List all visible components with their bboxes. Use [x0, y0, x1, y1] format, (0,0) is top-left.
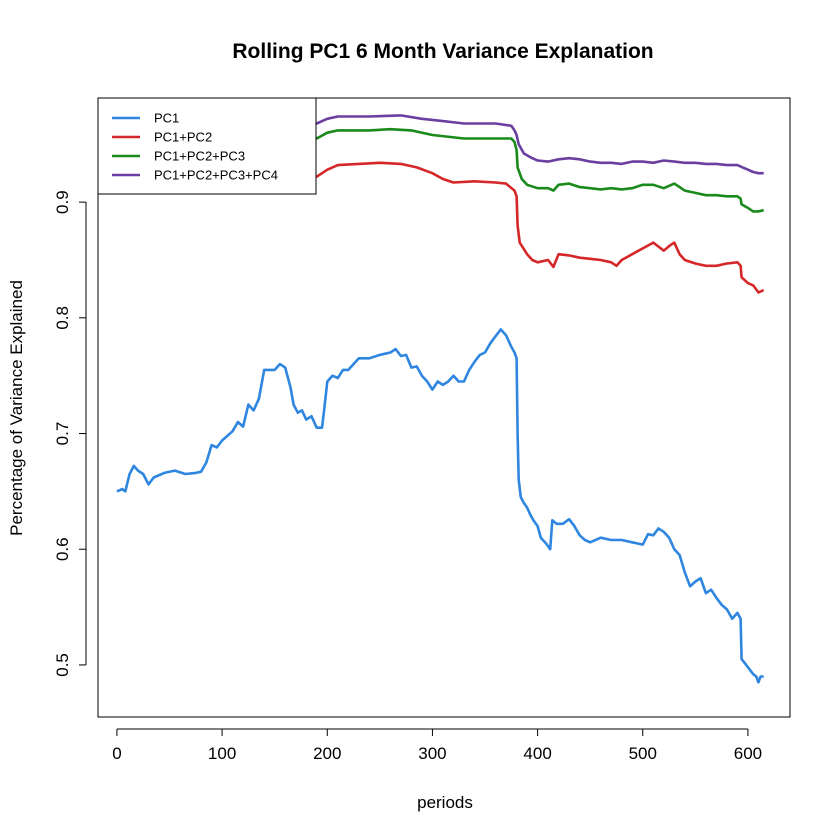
- x-tick-label: 300: [418, 744, 446, 763]
- chart-title: Rolling PC1 6 Month Variance Explanation: [232, 40, 653, 63]
- series-layer: [116, 114, 765, 684]
- y-axis-label: Percentage of Variance Explained: [7, 280, 26, 536]
- legend-box: [97, 97, 317, 195]
- plot-frame: [97, 97, 791, 718]
- x-tick-label: 200: [313, 744, 341, 763]
- series-line-2: [116, 125, 765, 294]
- legend-label: PC1: [154, 111, 179, 126]
- x-tick-label: 100: [208, 744, 236, 763]
- y-tick-label: 0.9: [53, 190, 72, 214]
- legend-label: PC1+PC2+PC3: [154, 149, 245, 164]
- y-tick-label: 0.5: [53, 653, 72, 677]
- y-tick-label: 0.7: [53, 422, 72, 446]
- legend-label: PC1+PC2: [154, 130, 212, 145]
- series-line-3: [116, 125, 764, 213]
- axes-layer: 0 100 200 300 400 500 600 0.5 0.6 0.7 0.8 0.9: [53, 190, 762, 763]
- y-tick-label: 0.6: [53, 537, 72, 561]
- y-tick-label: 0.8: [53, 306, 72, 330]
- x-tick-label: 600: [734, 744, 762, 763]
- x-tick-label: 400: [523, 744, 551, 763]
- series-line-4: [116, 114, 764, 175]
- legend: PC1 PC1+PC2 PC1+PC2+PC3 PC1+PC2+PC3+PC4: [97, 97, 317, 195]
- x-tick-label: 500: [629, 744, 657, 763]
- legend-label: PC1+PC2+PC3+PC4: [154, 168, 278, 183]
- x-tick-label: 0: [112, 744, 121, 763]
- x-axis-label: periods: [417, 793, 473, 812]
- series-line-1: [116, 328, 764, 684]
